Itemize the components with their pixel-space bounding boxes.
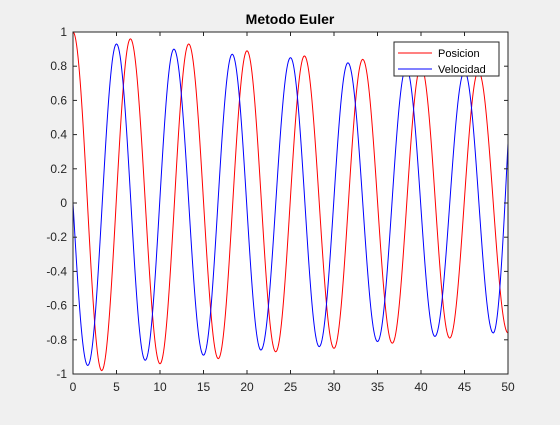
y-tick-label: -0.6 [46,299,67,313]
y-tick-label: 0.6 [50,93,67,107]
y-tick-label: 1 [60,25,67,39]
y-tick-label: 0.4 [50,128,67,142]
x-tick-label: 45 [458,380,472,394]
x-axis: 0 5 10 15 20 25 30 35 40 45 50 [70,32,515,394]
y-tick-label: -0.8 [46,333,67,347]
legend: Posicion Velocidad [393,41,500,77]
series-layer [72,31,509,372]
series-velocidad-line [72,43,509,367]
x-tick-label: 35 [371,380,385,394]
y-tick-label: 0 [60,196,67,210]
y-axis: -1 -0.8 -0.6 -0.4 -0.2 0 0.2 0.4 0.6 0.8 1 [46,25,508,381]
y-tick-label: -1 [56,367,67,381]
x-tick-label: 20 [240,380,254,394]
x-tick-label: 15 [197,380,211,394]
legend-posicion-label: Posicion [438,48,480,60]
legend-velocidad-label: Velocidad [438,64,486,76]
chart-title: Metodo Euler [246,11,335,27]
x-tick-label: 5 [113,380,120,394]
y-tick-label: 0.8 [50,59,67,73]
y-tick-label: -0.2 [46,230,67,244]
legend-box [393,41,500,77]
x-tick-label: 25 [284,380,298,394]
y-tick-label: -0.4 [46,264,67,278]
x-tick-label: 40 [414,380,428,394]
x-tick-label: 50 [501,380,515,394]
series-posicion-line [72,31,509,372]
x-tick-label: 0 [70,380,77,394]
x-tick-label: 30 [327,380,341,394]
y-tick-label: 0.2 [50,162,67,176]
x-tick-label: 10 [153,380,167,394]
